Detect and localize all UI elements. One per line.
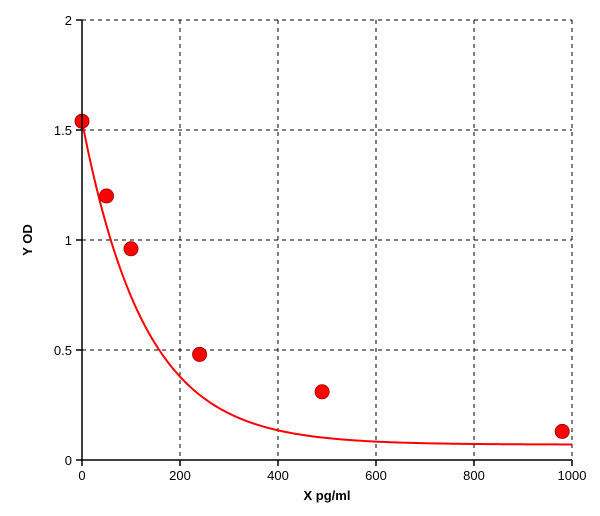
x-tick-label: 800 [463, 468, 485, 483]
chart-container: 0 200 400 600 800 1000 0 0.5 1 1.5 2 X pg/ml Y OD [0, 0, 600, 516]
x-tick-label: 200 [169, 468, 191, 483]
data-point [124, 242, 138, 256]
y-tick-label: 2 [65, 13, 72, 28]
data-point [193, 347, 207, 361]
y-tick-label: 1.5 [54, 123, 72, 138]
y-tick-label: 0.5 [54, 343, 72, 358]
x-tick-label: 400 [267, 468, 289, 483]
x-axis-label: X pg/ml [304, 488, 351, 503]
y-axis-label: Y OD [20, 224, 35, 256]
x-tick-label: 0 [78, 468, 85, 483]
x-tick-label: 1000 [558, 468, 587, 483]
data-point [315, 385, 329, 399]
chart-bg [0, 0, 600, 516]
x-tick-label: 600 [365, 468, 387, 483]
data-point [100, 189, 114, 203]
data-point [555, 424, 569, 438]
y-tick-label: 0 [65, 453, 72, 468]
chart-svg: 0 200 400 600 800 1000 0 0.5 1 1.5 2 X pg/ml Y OD [0, 0, 600, 516]
y-tick-label: 1 [65, 233, 72, 248]
